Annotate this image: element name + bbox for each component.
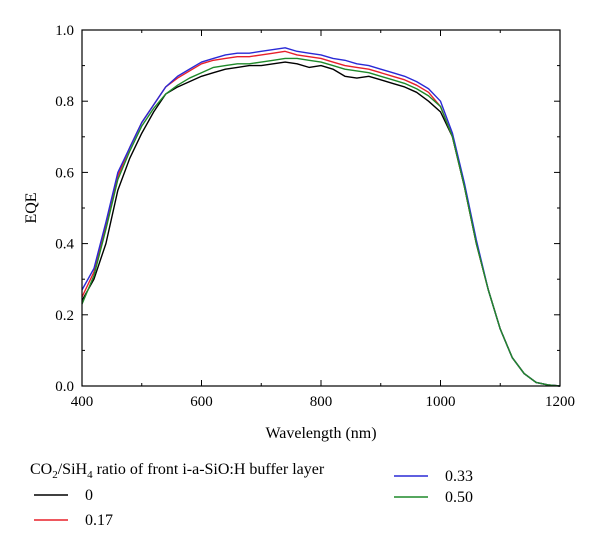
y-tick-label: 1.0: [55, 23, 74, 39]
y-tick-label: 0.6: [55, 165, 74, 181]
x-tick-label: 800: [310, 394, 333, 410]
series-line-0: [81, 61, 561, 387]
y-axis-label: EQE: [23, 192, 40, 223]
x-axis-label: Wavelength (nm): [265, 425, 376, 442]
y-tick-label: 0.4: [55, 237, 74, 253]
legend-label-2: 0.33: [445, 468, 473, 485]
series-layer: [81, 47, 561, 387]
series-line-3: [81, 57, 561, 387]
series-line-2: [81, 47, 561, 387]
x-tick-label: 600: [190, 394, 213, 410]
legend-label-3: 0.50: [445, 489, 473, 506]
legend-label-0: 0: [85, 487, 93, 504]
x-tick-label: 400: [71, 394, 94, 410]
legend: 0 0.17 0.33 0.50: [34, 468, 473, 529]
ticks-layer: [81, 29, 561, 387]
y-tick-label: 0.2: [55, 308, 74, 324]
legend-label-1: 0.17: [85, 512, 113, 529]
y-tick-label: 0.8: [55, 94, 74, 110]
tick-labels-layer: 400 600 800 1000 1200 0.0 0.2 0.4 0.6 0.8 1.0: [55, 23, 575, 410]
y-tick-label: 0.0: [55, 379, 74, 395]
legend-title: CO2/SiH4 ratio of front i-a-SiO:H buffer…: [30, 461, 325, 481]
plot-frame: [81, 29, 561, 387]
series-line-1: [81, 50, 561, 387]
x-tick-label: 1200: [545, 394, 575, 410]
x-tick-label: 1000: [426, 394, 456, 410]
